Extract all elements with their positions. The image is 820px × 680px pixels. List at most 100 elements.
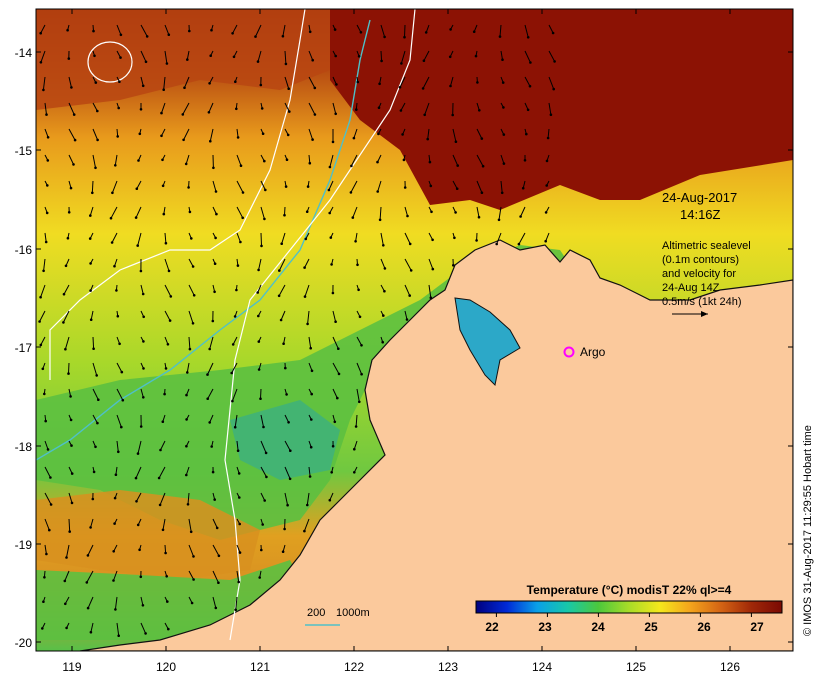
velocity-arrow-head xyxy=(241,216,244,220)
velocity-arrow xyxy=(260,492,266,501)
velocity-arrow-head xyxy=(448,55,452,59)
velocity-arrow-head xyxy=(238,496,241,499)
velocity-arrow-head xyxy=(313,113,317,116)
velocity-arrow-head xyxy=(283,213,286,217)
velocity-arrow-head xyxy=(192,555,195,558)
velocity-arrow-head xyxy=(136,523,140,527)
velocity-arrow-head xyxy=(256,60,260,63)
velocity-arrow-head xyxy=(231,343,235,346)
velocity-arrow xyxy=(137,232,142,246)
velocity-arrow xyxy=(234,414,238,428)
velocity-arrow-head xyxy=(43,392,46,396)
velocity-arrow-head xyxy=(91,191,94,195)
velocity-arrow-head xyxy=(93,54,96,58)
velocity-arrow-head xyxy=(160,111,163,115)
velocity-arrow-head xyxy=(111,191,114,195)
velocity-arrow-head xyxy=(521,186,525,190)
velocity-arrow-head xyxy=(45,211,49,215)
velocity-arrow-head xyxy=(63,579,67,583)
altimetry-line-3: and velocity for xyxy=(662,268,736,280)
velocity-arrow-head xyxy=(424,31,428,34)
colorbar-tick-label: 24 xyxy=(591,620,605,634)
velocity-arrow-head xyxy=(167,33,171,36)
velocity-arrow-head xyxy=(94,445,97,449)
velocity-arrow-head xyxy=(114,608,117,611)
velocity-arrow-head xyxy=(144,632,147,635)
velocity-arrow-head xyxy=(185,473,188,477)
velocity-arrow-head xyxy=(257,268,260,272)
velocity-arrow xyxy=(92,414,98,424)
velocity-arrow xyxy=(92,102,98,112)
velocity-arrow xyxy=(44,466,51,478)
velocity-arrow-head xyxy=(262,425,265,429)
velocity-arrow xyxy=(164,284,172,297)
velocity-arrow-head xyxy=(378,218,382,222)
velocity-arrow-head xyxy=(238,522,241,526)
velocity-arrow-head xyxy=(309,346,313,350)
time-label: 14:16Z xyxy=(680,207,721,222)
plot-frame xyxy=(35,8,794,652)
velocity-arrow-head xyxy=(382,314,385,317)
velocity-arrow-head xyxy=(85,581,89,584)
velocity-arrow-head xyxy=(357,55,361,58)
velocity-arrow-head xyxy=(256,291,260,294)
velocity-arrow-head xyxy=(280,242,284,245)
velocity-arrow-head xyxy=(39,61,43,64)
velocity-arrow xyxy=(284,440,291,451)
velocity-arrow-head xyxy=(68,530,71,533)
velocity-arrow-head xyxy=(120,425,123,429)
velocity-arrow-head xyxy=(168,319,172,322)
velocity-arrow-head xyxy=(162,88,165,91)
velocity-arrow xyxy=(499,24,502,37)
velocity-arrow xyxy=(356,388,360,402)
velocity-arrow-head xyxy=(544,211,548,214)
velocity-arrow-head xyxy=(260,548,263,552)
velocity-arrow-head xyxy=(139,108,143,111)
velocity-arrow xyxy=(208,102,214,113)
velocity-arrow-head xyxy=(305,210,309,213)
velocity-arrow xyxy=(68,76,72,88)
velocity-arrow xyxy=(92,128,99,141)
argo-label: Argo xyxy=(580,345,606,359)
velocity-arrow-head xyxy=(523,159,527,162)
velocity-arrow-head xyxy=(231,399,234,403)
lon-tick: 122 xyxy=(343,660,365,674)
velocity-arrow-head xyxy=(476,81,479,84)
velocity-arrow-head xyxy=(259,83,263,87)
velocity-arrow-head xyxy=(430,210,433,214)
velocity-arrow-head xyxy=(89,262,92,265)
velocity-arrow-head xyxy=(352,136,356,140)
velocity-arrow xyxy=(207,388,214,399)
velocity-arrow-head xyxy=(306,322,309,326)
velocity-arrow xyxy=(68,518,71,532)
velocity-arrow xyxy=(260,180,266,191)
velocity-arrow xyxy=(236,570,240,583)
velocity-arrow xyxy=(427,128,430,140)
velocity-arrow xyxy=(284,102,290,112)
velocity-arrow-head xyxy=(405,318,409,321)
velocity-arrow xyxy=(40,336,46,346)
velocity-arrow xyxy=(68,362,70,374)
velocity-arrow-head xyxy=(310,418,313,421)
velocity-arrow xyxy=(400,50,406,64)
velocity-arrow-head xyxy=(208,82,211,85)
velocity-arrow-head xyxy=(236,449,240,453)
velocity-arrow-head xyxy=(70,86,73,89)
velocity-arrow-head xyxy=(502,106,505,109)
velocity-arrow-head xyxy=(449,84,452,88)
velocity-arrow-head xyxy=(39,343,43,347)
velocity-arrow xyxy=(68,492,73,504)
velocity-arrow xyxy=(350,180,358,193)
velocity-arrow xyxy=(68,128,76,141)
velocity-arrow-head xyxy=(49,503,53,506)
velocity-arrow xyxy=(44,544,47,555)
velocity-arrow xyxy=(163,76,166,90)
velocity-arrow-head xyxy=(142,340,145,343)
velocity-arrow-head xyxy=(328,498,332,502)
velocity-arrow-head xyxy=(501,81,505,84)
velocity-arrow xyxy=(258,258,262,271)
colorbar-tick-label: 22 xyxy=(485,620,499,634)
colorbar-title: Temperature (°C) modisT 22% ql>=4 xyxy=(526,583,732,597)
velocity-arrow-head xyxy=(360,344,363,347)
